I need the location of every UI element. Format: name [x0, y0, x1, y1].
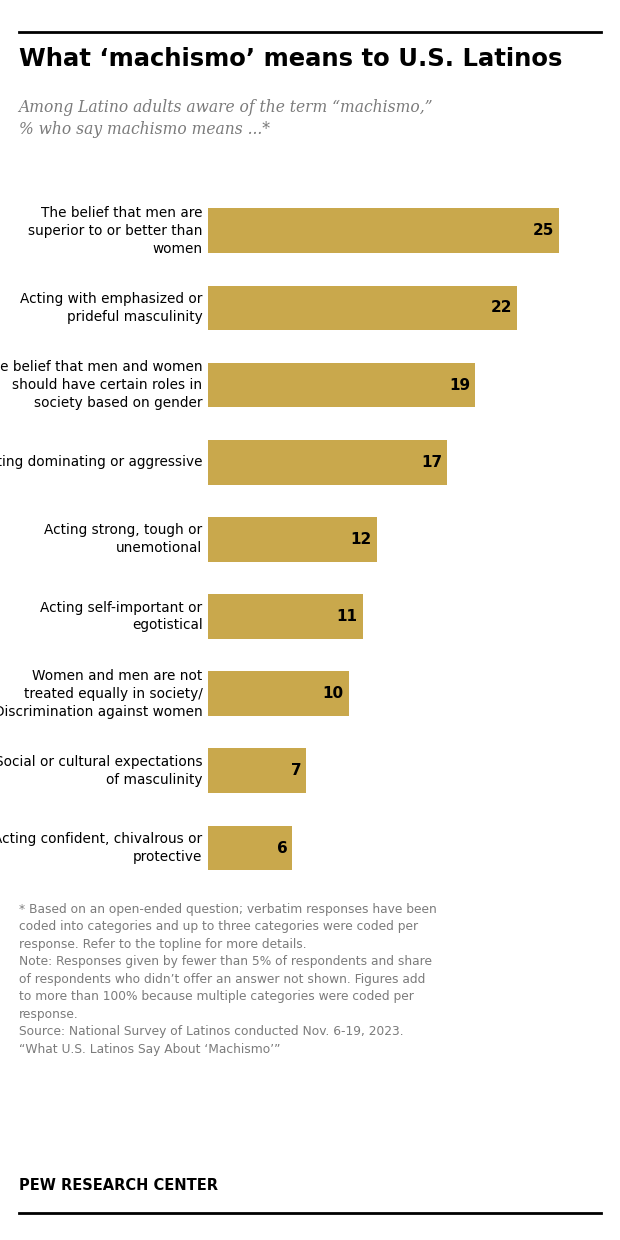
Text: 22: 22 [490, 300, 512, 315]
Bar [208, 749, 306, 794]
Bar [208, 517, 377, 562]
Text: 25: 25 [533, 223, 554, 238]
Text: Social or cultural expectations
of masculinity: Social or cultural expectations of mascu… [0, 755, 203, 787]
Bar [208, 826, 293, 870]
Bar [208, 594, 363, 639]
Text: PEW RESEARCH CENTER: PEW RESEARCH CENTER [19, 1178, 218, 1193]
Text: 7: 7 [291, 764, 301, 779]
Text: * Based on an open-ended question; verbatim responses have been
coded into categ: * Based on an open-ended question; verba… [19, 903, 436, 1055]
Bar [208, 208, 559, 253]
Bar [208, 440, 447, 485]
Bar [208, 363, 475, 408]
Text: 11: 11 [337, 609, 358, 624]
Text: Acting with emphasized or
prideful masculinity: Acting with emphasized or prideful mascu… [20, 291, 203, 324]
Text: 10: 10 [322, 686, 343, 701]
Text: 17: 17 [421, 455, 442, 470]
Text: The belief that men are
superior to or better than
women: The belief that men are superior to or b… [28, 206, 203, 255]
Text: What ‘machismo’ means to U.S. Latinos: What ‘machismo’ means to U.S. Latinos [19, 47, 562, 71]
Text: Among Latino adults aware of the term “machismo,”
% who say machismo means ...*: Among Latino adults aware of the term “m… [19, 99, 433, 139]
Text: Women and men are not
treated equally in society/
Discrimination against women: Women and men are not treated equally in… [0, 668, 203, 718]
Text: Acting strong, tough or
unemotional: Acting strong, tough or unemotional [45, 523, 203, 556]
Bar [208, 671, 348, 715]
Text: Acting self-important or
egotistical: Acting self-important or egotistical [40, 600, 203, 632]
Text: Acting confident, chivalrous or
protective: Acting confident, chivalrous or protecti… [0, 832, 203, 864]
Text: 19: 19 [449, 378, 470, 393]
Bar [208, 285, 517, 330]
Text: Acting dominating or aggressive: Acting dominating or aggressive [0, 455, 203, 469]
Text: The belief that men and women
should have certain roles in
society based on gend: The belief that men and women should hav… [0, 361, 203, 410]
Text: 12: 12 [350, 532, 372, 547]
Text: 6: 6 [277, 841, 288, 856]
